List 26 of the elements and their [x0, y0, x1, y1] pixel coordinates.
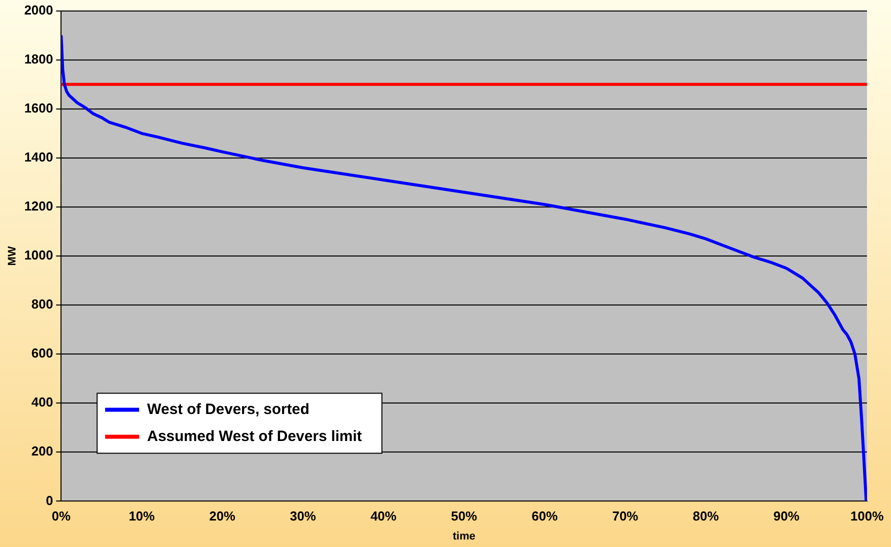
y-tick-label: 600 — [31, 346, 54, 361]
x-tick-label: 0% — [52, 508, 71, 524]
legend-label: West of Devers, sorted — [147, 400, 310, 418]
y-tick-label: 400 — [31, 394, 54, 410]
x-tick-label: 20% — [209, 508, 236, 524]
x-tick-label: 60% — [532, 508, 558, 524]
y-tick-label: 1400 — [24, 150, 54, 164]
x-axis-title: time — [452, 530, 476, 542]
y-tick-label: 2000 — [24, 2, 54, 18]
y-tick-label: 1000 — [24, 248, 54, 263]
x-tick-label: 80% — [692, 508, 720, 524]
x-tick-label: 100% — [850, 508, 884, 524]
y-tick-label: 200 — [31, 444, 54, 459]
x-tick-label: 30% — [290, 508, 316, 524]
x-tick-label: 90% — [773, 508, 800, 524]
y-tick-label: 0 — [46, 492, 54, 508]
legend-label: Assumed West of Devers limit — [147, 428, 362, 445]
y-tick-label: 800 — [31, 296, 54, 312]
y-tick-label: 1800 — [24, 51, 54, 66]
x-tick-label: 50% — [451, 508, 478, 524]
y-tick-label: 1600 — [24, 100, 54, 116]
x-tick-label: 40% — [370, 508, 397, 524]
x-tick-label: 10% — [128, 508, 156, 524]
x-tick-label: 70% — [612, 508, 639, 524]
y-tick-label: 1200 — [24, 198, 54, 214]
y-axis-title: MW — [6, 246, 19, 266]
